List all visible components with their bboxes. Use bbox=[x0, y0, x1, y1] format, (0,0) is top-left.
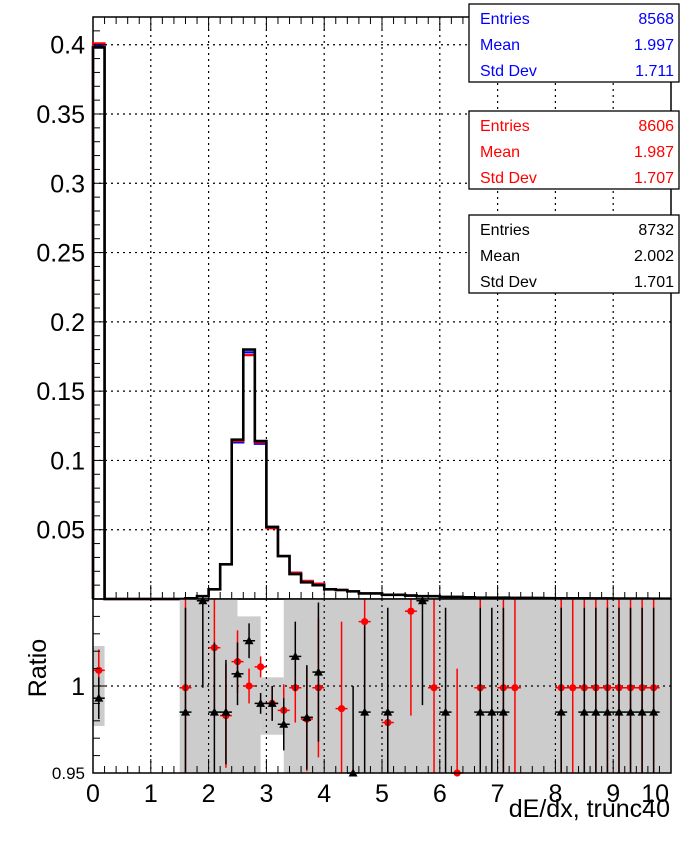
stats-value: 1.701 bbox=[634, 274, 674, 291]
ratio-point-triangle bbox=[233, 669, 242, 678]
ratio-axis-title: Ratio bbox=[24, 639, 52, 697]
histogram-frame bbox=[92, 16, 672, 600]
ratio-point-triangle bbox=[383, 707, 393, 716]
ratio-point-triangle bbox=[221, 707, 231, 716]
x-tick-label: 2 bbox=[202, 780, 216, 808]
histogram-y-tick-labels: 00.050.10.150.20.250.30.350.4 bbox=[36, 32, 85, 545]
ratio-point-triangle bbox=[417, 596, 427, 605]
x-tick-label: 4 bbox=[317, 780, 331, 808]
y-tick-label: 0.1 bbox=[50, 447, 85, 475]
y-tick-label: 1 bbox=[71, 673, 85, 701]
x-tick-label: 7 bbox=[491, 780, 505, 808]
x-tick-label: 0 bbox=[86, 780, 100, 808]
stats-value: 1.711 bbox=[635, 63, 674, 80]
ratio-point-triangle bbox=[267, 698, 277, 707]
ratio-point-triangle bbox=[475, 707, 485, 716]
x-tick-label: 6 bbox=[433, 780, 447, 808]
ratio-point-triangle bbox=[591, 707, 601, 716]
ratio-point-circle bbox=[361, 618, 369, 626]
x-axis-title: dE/dx, trunc40 bbox=[509, 795, 670, 823]
x-tick-label: 9 bbox=[606, 780, 620, 808]
x-tick-label: 1 bbox=[144, 780, 158, 808]
ratio-point-triangle bbox=[360, 707, 370, 716]
stats-label: Std Dev bbox=[480, 274, 537, 291]
y-tick-label: 0.35 bbox=[36, 101, 85, 129]
x-tick-label: 3 bbox=[259, 780, 273, 808]
stats-value: 8606 bbox=[638, 118, 674, 135]
stats-label: Entries bbox=[480, 222, 530, 239]
ratio-point-triangle bbox=[279, 719, 289, 728]
ratio-point-triangle bbox=[649, 707, 659, 716]
ratio-point-triangle bbox=[556, 707, 566, 716]
y-tick-label: 0.2 bbox=[50, 309, 85, 337]
histogram-panel: 00.050.10.150.20.250.30.350.4 Entries856… bbox=[36, 3, 680, 601]
ratio-point-triangle bbox=[180, 707, 190, 716]
ratio-point-triangle bbox=[441, 707, 451, 716]
ratio-point-triangle bbox=[244, 636, 254, 645]
ratio-point-triangle bbox=[198, 596, 208, 605]
stats-label: Entries bbox=[480, 118, 530, 135]
y-tick-label: 0.3 bbox=[50, 170, 85, 198]
ratio-point-triangle bbox=[626, 707, 636, 716]
x-tick-label: 8 bbox=[548, 780, 562, 808]
ratio-point-circle bbox=[95, 666, 103, 674]
ratio-point-circle bbox=[337, 705, 346, 713]
ratio-point-triangle bbox=[614, 707, 624, 716]
ratio-point-triangle bbox=[302, 712, 312, 721]
stats-label: Mean bbox=[480, 37, 520, 54]
ratio-point-triangle bbox=[209, 707, 219, 716]
stats-label: Std Dev bbox=[480, 170, 537, 187]
stats-value: 1.997 bbox=[634, 37, 674, 54]
x-tick-labels: 0 1 2 3 4 5 6 7 8 9 10 bbox=[86, 780, 669, 808]
stats-box bbox=[468, 3, 680, 83]
ratio-y-tick-labels: 0.9511.05 bbox=[52, 673, 85, 783]
stats-box bbox=[468, 110, 680, 190]
stats-box bbox=[468, 214, 680, 294]
y-tick-label: 0.25 bbox=[36, 240, 85, 268]
ratio-point-circle bbox=[407, 607, 415, 615]
stats-label: Mean bbox=[480, 144, 520, 161]
stats-value: 8732 bbox=[638, 222, 674, 239]
ratio-ticks bbox=[92, 598, 672, 774]
ratio-point-triangle bbox=[290, 651, 300, 660]
ratio-points bbox=[92, 596, 660, 777]
ratio-point-triangle bbox=[579, 707, 589, 716]
ratio-point-triangle bbox=[256, 698, 266, 707]
stats-label: Mean bbox=[480, 248, 520, 265]
ratio-point-circle bbox=[245, 682, 253, 690]
stats-value: 8568 bbox=[638, 11, 674, 28]
stats-value: 1.707 bbox=[634, 170, 674, 187]
x-tick-label: 5 bbox=[375, 780, 389, 808]
y-tick-label: 0.4 bbox=[50, 32, 85, 60]
histogram-grid bbox=[93, 17, 671, 599]
ratio-point-circle bbox=[511, 684, 519, 692]
ratio-point-triangle bbox=[498, 707, 508, 716]
ratio-point-triangle bbox=[313, 667, 323, 676]
histogram-ticks bbox=[92, 16, 672, 600]
ratio-point-triangle bbox=[94, 693, 104, 702]
ratio-point-circle bbox=[257, 663, 265, 671]
x-tick-label: 10 bbox=[641, 780, 669, 808]
ratio-point-triangle bbox=[602, 707, 612, 716]
stats-boxes: Entries 8568 Mean 1.997 Std Dev 1.711 Entries 8… bbox=[468, 3, 680, 294]
ratio-point-circle bbox=[430, 684, 438, 692]
y-tick-label: 0.95 bbox=[52, 764, 85, 783]
y-tick-label: 0.15 bbox=[36, 378, 85, 406]
ratio-point-triangle bbox=[487, 707, 497, 716]
ratio-point-circle bbox=[569, 684, 577, 692]
stats-value: 1.987 bbox=[634, 144, 674, 161]
ratio-point-triangle bbox=[637, 707, 647, 716]
stats-value: 2.002 bbox=[634, 248, 674, 265]
stats-label: Entries bbox=[480, 11, 530, 28]
stats-label: Std Dev bbox=[480, 63, 537, 80]
y-tick-label: 0.05 bbox=[36, 517, 85, 545]
